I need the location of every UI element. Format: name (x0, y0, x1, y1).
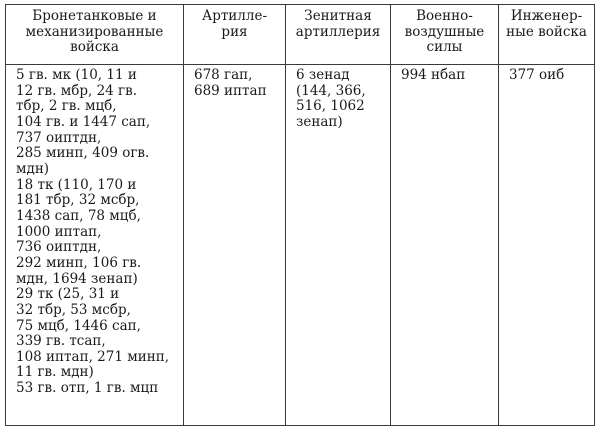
cell-line: мдн) (16, 160, 50, 177)
header-line: воздушные (404, 23, 485, 40)
cell-line: 994 нбап (401, 67, 466, 83)
data-row: 5 гв. мк (10, 11 и 12 гв. мбр, 24 гв. тб… (5, 64, 595, 426)
forces-table: Бронетанковые и механизированные войска … (5, 4, 595, 426)
cell-line: 32 тбр, 53 мсбр, (16, 301, 131, 318)
header-line: рия (221, 23, 248, 40)
cell-line: зенап) (296, 113, 343, 130)
cell-artillery: 678 гап, 689 иптап (183, 64, 286, 426)
cell-line: 736 оиптдн, (16, 239, 102, 256)
cell-line: 678 гап, (194, 67, 253, 83)
cell-line: 1000 иптап, (16, 223, 102, 240)
cell-line: 12 гв. мбр, 24 гв. (16, 82, 138, 99)
cell-line: (144, 366, (296, 82, 366, 99)
cell-line: 737 оиптдн, (16, 129, 102, 146)
cell-line: 1438 сап, 78 мцб, (16, 207, 141, 224)
header-line: Бронетанковые и (32, 8, 157, 24)
cell-line: 75 мцб, 1446 сап, (16, 317, 141, 334)
header-line: Артилле- (201, 8, 268, 24)
cell-line: 29 тк (25, 31 и (16, 286, 120, 303)
header-line: артиллерия (295, 23, 381, 40)
cell-line: 339 гв. тсап, (16, 333, 106, 350)
cell-armored-mechanized: 5 гв. мк (10, 11 и 12 гв. мбр, 24 гв. тб… (5, 64, 184, 426)
cell-anti-aircraft-artillery: 6 зенад (144, 366, 516, 1062 зенап) (285, 64, 391, 426)
cell-line: мдн, 1694 зенап) (16, 270, 138, 287)
cell-line: 292 минп, 106 гв. (16, 254, 142, 271)
header-line: Инженер- (510, 8, 583, 24)
cell-line: 181 тбр, 32 мсбр, (16, 192, 140, 209)
cell-line: 377 оиб (509, 67, 565, 83)
cell-line: 689 иптап (194, 82, 267, 99)
cell-line: 5 гв. мк (10, 11 и (16, 67, 137, 83)
cell-line: 18 тк (110, 170 и (16, 176, 137, 193)
header-line: силы (426, 39, 463, 56)
header-engineer-troops: Инженер- ные войска (498, 4, 595, 65)
header-row: Бронетанковые и механизированные войска … (5, 4, 595, 65)
header-line: Зенитная (304, 8, 372, 24)
cell-line: 285 минп, 409 огв. (16, 145, 150, 162)
cell-air-force: 994 нбап (390, 64, 499, 426)
cell-line: 11 гв. мдн) (16, 364, 94, 381)
header-line: войска (70, 39, 119, 56)
header-anti-aircraft-artillery: Зенитная артиллерия (285, 4, 391, 65)
header-artillery: Артилле- рия (183, 4, 286, 65)
cell-engineer-troops: 377 оиб (498, 64, 595, 426)
header-line: механизированные (25, 23, 164, 40)
header-air-force: Военно- воздушные силы (390, 4, 499, 65)
cell-line: 516, 1062 (296, 98, 365, 115)
header-line: Военно- (416, 8, 473, 24)
cell-line: тбр, 2 гв. мцб, (16, 98, 117, 115)
cell-line: 6 зенад (296, 67, 350, 83)
cell-line: 53 гв. отп, 1 гв. мцп (16, 380, 159, 397)
header-armored-mechanized: Бронетанковые и механизированные войска (5, 4, 184, 65)
cell-line: 108 иптап, 271 минп, (16, 348, 169, 365)
cell-line: 104 гв. и 1447 сап, (16, 113, 151, 130)
header-line: ные войска (506, 23, 587, 40)
